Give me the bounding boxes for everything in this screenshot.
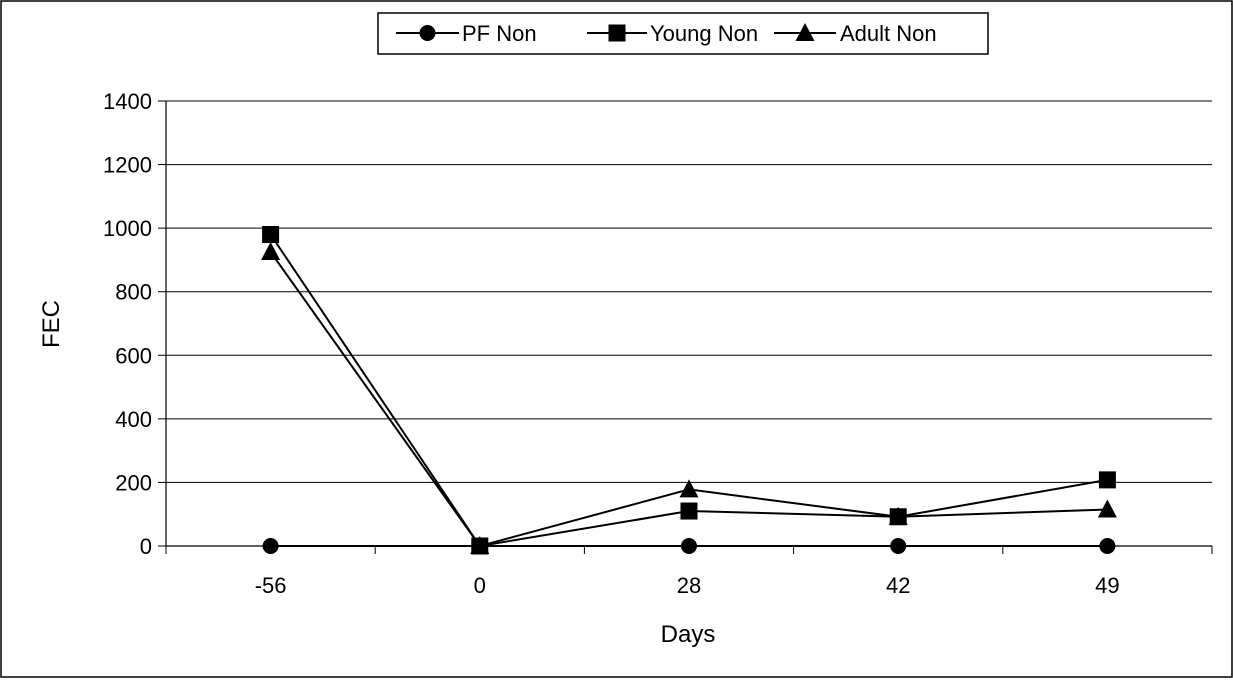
data-point-adult-non — [470, 536, 490, 554]
data-point-pf-non — [1099, 538, 1116, 554]
legend: PF Non Young Non Adult Non — [377, 12, 989, 55]
x-axis-label: Days — [661, 621, 716, 648]
y-tick-label: 600 — [115, 343, 152, 368]
data-point-adult-non — [261, 241, 281, 260]
series-group — [261, 226, 1117, 555]
y-tick-label: 400 — [115, 407, 152, 432]
legend-label-adult-non: Adult Non — [840, 21, 937, 46]
data-point-young-non — [262, 226, 280, 243]
data-point-pf-non — [681, 538, 697, 554]
data-point-young-non — [1098, 471, 1116, 489]
y-tick-label: 0 — [140, 534, 152, 559]
data-point-young-non — [680, 502, 698, 520]
x-tick-label: -56 — [255, 573, 287, 598]
x-tick-label: 42 — [886, 573, 910, 598]
data-point-adult-non — [1097, 499, 1117, 518]
y-tick-label: 200 — [115, 470, 152, 495]
y-tick-label: 1200 — [103, 153, 152, 178]
legend-marker-adult-non — [795, 23, 815, 41]
y-tick-label: 800 — [115, 280, 152, 305]
legend-label-young-non: Young Non — [650, 21, 758, 46]
y-axis-label: FEC — [38, 300, 65, 348]
legend-box — [377, 12, 989, 55]
x-tick-label: 28 — [677, 573, 701, 598]
y-tick-label: 1400 — [103, 89, 152, 114]
legend-marker-pf-non — [419, 25, 436, 41]
data-point-pf-non — [262, 538, 279, 554]
x-tick-label: 49 — [1095, 573, 1119, 598]
y-tick-label: 1000 — [103, 216, 152, 241]
data-point-adult-non — [679, 479, 699, 498]
data-point-adult-non — [888, 506, 908, 525]
data-point-pf-non — [890, 538, 907, 554]
legend-label-pf-non: PF Non — [462, 21, 537, 46]
series-adult-non — [261, 241, 1117, 554]
legend-marker-young-non — [608, 24, 626, 42]
gridlines — [166, 100, 1212, 483]
x-tick-label: 0 — [474, 573, 486, 598]
